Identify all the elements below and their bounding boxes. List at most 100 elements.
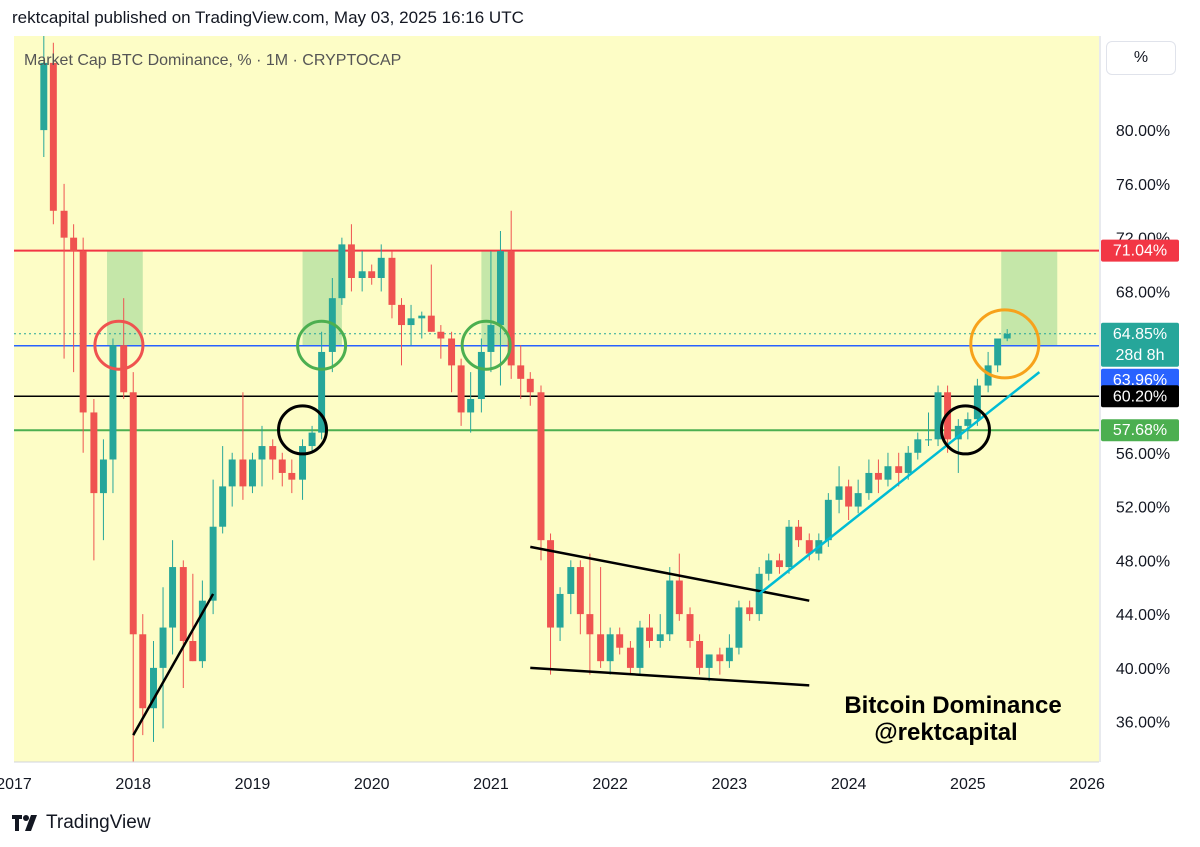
candle-body bbox=[398, 304, 405, 326]
candle-body bbox=[239, 459, 247, 487]
candle-body bbox=[994, 338, 1002, 366]
candle-body bbox=[785, 526, 793, 568]
candle-body bbox=[150, 667, 157, 709]
candle-body bbox=[576, 567, 584, 615]
candle-body bbox=[129, 392, 137, 635]
trendlines bbox=[132, 371, 1041, 736]
candle-body bbox=[934, 392, 942, 440]
candle-body bbox=[507, 251, 515, 366]
candle-body bbox=[517, 365, 525, 379]
candle-body bbox=[219, 486, 227, 527]
x-tick-label: 2024 bbox=[831, 776, 867, 793]
price-label-current-price: 64.85% bbox=[1113, 326, 1167, 343]
candle-body bbox=[418, 315, 426, 319]
y-tick-label: 56.00% bbox=[1116, 446, 1170, 463]
candle-body bbox=[79, 251, 87, 413]
candle-body bbox=[925, 439, 932, 441]
footer-brand[interactable]: TradingView bbox=[12, 812, 151, 834]
candle-body bbox=[308, 432, 316, 447]
y-tick-label: 52.00% bbox=[1116, 500, 1170, 517]
candle-body bbox=[90, 412, 98, 494]
candle-body bbox=[755, 573, 763, 615]
candle-body bbox=[70, 237, 78, 252]
candle-body bbox=[835, 486, 843, 500]
candle-body bbox=[318, 351, 326, 433]
candle-body bbox=[895, 466, 903, 473]
candle-body bbox=[716, 654, 724, 662]
candle-body bbox=[258, 446, 266, 460]
target-zones bbox=[107, 250, 1058, 346]
orange-circle-2025 bbox=[969, 308, 1041, 380]
candle-body bbox=[597, 634, 605, 662]
candle-body bbox=[874, 472, 882, 480]
candle-body bbox=[209, 526, 217, 601]
candle-body bbox=[269, 446, 277, 460]
candle-body bbox=[606, 634, 614, 662]
price-label-bg-current-price bbox=[1101, 322, 1179, 367]
candle-body bbox=[496, 251, 504, 326]
wedge-lower bbox=[530, 666, 810, 687]
candle-body bbox=[526, 378, 534, 393]
trendline-2018 bbox=[132, 593, 215, 736]
candle-body bbox=[616, 634, 624, 648]
candle-body bbox=[198, 600, 206, 662]
candle-body bbox=[964, 419, 972, 426]
candle-body bbox=[626, 647, 634, 668]
x-tick-label: 2023 bbox=[712, 776, 748, 793]
candle-body bbox=[656, 634, 664, 641]
y-tick-label: 80.00% bbox=[1116, 123, 1170, 140]
x-tick-label: 2019 bbox=[235, 776, 271, 793]
red-circle-2018 bbox=[93, 319, 145, 371]
price-label-bg-black-level bbox=[1101, 385, 1179, 408]
candle-body bbox=[686, 614, 694, 641]
candle-body bbox=[407, 318, 415, 326]
candle-body bbox=[666, 580, 674, 635]
candle-body bbox=[567, 567, 575, 594]
candle-body bbox=[646, 627, 653, 641]
candle-body bbox=[457, 365, 465, 413]
candle-body bbox=[556, 593, 564, 628]
candle-body bbox=[725, 647, 733, 662]
y-tick-label: 48.00% bbox=[1116, 553, 1170, 570]
candle-body bbox=[884, 466, 892, 480]
candle-body bbox=[358, 271, 366, 278]
candle-body bbox=[954, 425, 962, 440]
x-axis-background bbox=[0, 762, 1200, 802]
candle-body bbox=[696, 641, 704, 668]
candle-body bbox=[765, 560, 773, 574]
price-label-resistance: 71.04% bbox=[1113, 243, 1167, 260]
x-tick-label: 2017 bbox=[0, 776, 32, 793]
candle-body bbox=[288, 472, 296, 480]
candle-body bbox=[775, 560, 783, 568]
candle-body bbox=[228, 459, 236, 487]
percent-scale-button[interactable]: % bbox=[1106, 41, 1176, 75]
candle-body bbox=[636, 627, 644, 668]
candle-body bbox=[448, 338, 456, 366]
publish-header: rektcapital published on TradingView.com… bbox=[12, 8, 524, 27]
candle-body bbox=[388, 257, 396, 305]
price-labels: 71.04% 64.85% 28d 8h 63.96%60.20% 57.68% bbox=[1101, 239, 1179, 442]
horizontal-levels bbox=[14, 249, 1099, 432]
x-tick-label: 2021 bbox=[473, 776, 509, 793]
tradingview-logo-icon bbox=[12, 815, 40, 831]
candle-body bbox=[139, 634, 147, 709]
y-tick-label: 44.00% bbox=[1116, 607, 1170, 624]
candle-body bbox=[547, 540, 555, 628]
candle-body bbox=[984, 365, 992, 386]
price-label-bg-blue-level bbox=[1101, 368, 1179, 391]
target-zone-2 bbox=[481, 250, 512, 346]
footer-brand-label: TradingView bbox=[46, 812, 151, 833]
x-axis: 2017 2018 2019 2020 2021 2022 2023 2024 2025 2026 bbox=[0, 761, 1200, 802]
candle-body bbox=[705, 654, 713, 668]
target-zone-3 bbox=[1001, 250, 1058, 346]
y-tick-label: 68.00% bbox=[1116, 284, 1170, 301]
green-circle-2021 bbox=[460, 319, 512, 371]
candle-body bbox=[854, 493, 862, 507]
candle-body bbox=[1003, 333, 1011, 339]
candle-body bbox=[169, 567, 177, 628]
candle-body bbox=[805, 540, 813, 554]
price-label-bg-support bbox=[1101, 419, 1179, 442]
price-label-support: 57.68% bbox=[1113, 422, 1167, 439]
candle-body bbox=[347, 244, 355, 278]
